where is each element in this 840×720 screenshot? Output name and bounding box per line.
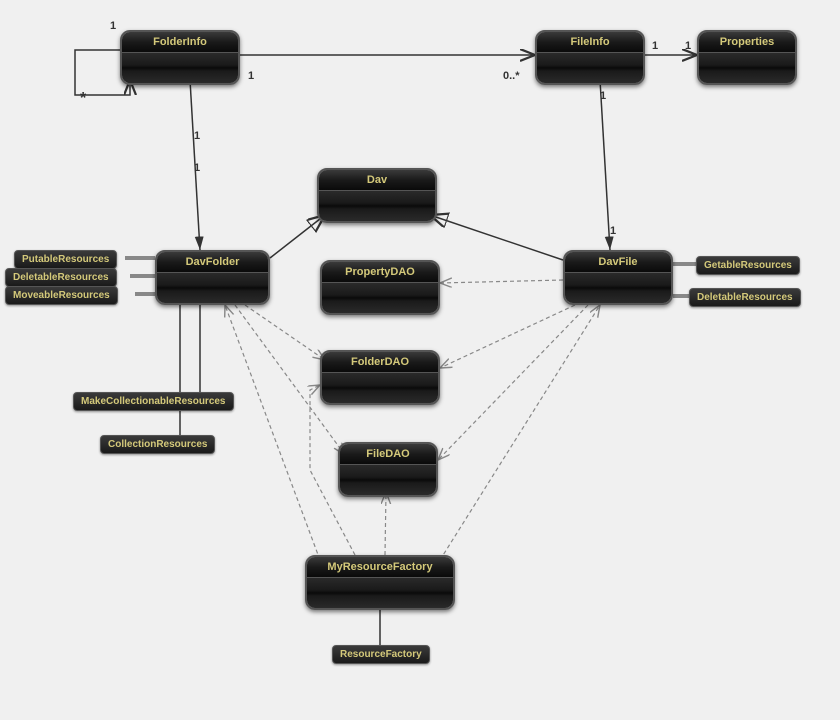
multiplicity: 1 [248,70,254,82]
node-body [340,465,436,495]
multiplicity: 1 [110,20,116,32]
multiplicity: 1 [652,40,658,52]
node-filedao: FileDAO [338,442,438,497]
multiplicity: 1 [685,40,691,52]
node-title: FolderInfo [122,32,238,53]
tag-resourcefactory: ResourceFactory [332,645,430,664]
node-fileinfo: FileInfo [535,30,645,85]
tag-collection: CollectionResources [100,435,215,454]
node-body [322,373,438,403]
node-body [157,273,268,303]
node-davfile: DavFile [563,250,673,305]
node-body [319,191,435,221]
node-title: PropertyDAO [322,262,438,283]
node-folderdao: FolderDAO [320,350,440,405]
node-propertydao: PropertyDAO [320,260,440,315]
node-body [122,53,238,83]
node-title: FolderDAO [322,352,438,373]
node-body [565,273,671,303]
node-body [307,578,453,608]
multiplicity: * [80,90,86,108]
node-body [699,53,795,83]
node-body [322,283,438,313]
node-title: Properties [699,32,795,53]
tag-deletable-right: DeletableResources [689,288,801,307]
node-davfolder: DavFolder [155,250,270,305]
tag-deletable-left: DeletableResources [5,268,117,287]
node-properties: Properties [697,30,797,85]
node-title: FileDAO [340,444,436,465]
multiplicity: 1 [194,162,200,174]
node-title: DavFolder [157,252,268,273]
multiplicity: 0..* [503,70,520,82]
multiplicity: 1 [610,225,616,237]
tag-moveable: MoveableResources [5,286,118,305]
tag-getable: GetableResources [696,256,800,275]
node-title: Dav [319,170,435,191]
multiplicity: 1 [600,90,606,102]
multiplicity: 1 [194,130,200,142]
node-folderinfo: FolderInfo [120,30,240,85]
tag-putable: PutableResources [14,250,117,269]
node-title: FileInfo [537,32,643,53]
node-dav: Dav [317,168,437,223]
node-myresourcefactory: MyResourceFactory [305,555,455,610]
node-body [537,53,643,83]
node-title: DavFile [565,252,671,273]
node-title: MyResourceFactory [307,557,453,578]
tag-makecollect: MakeCollectionableResources [73,392,234,411]
